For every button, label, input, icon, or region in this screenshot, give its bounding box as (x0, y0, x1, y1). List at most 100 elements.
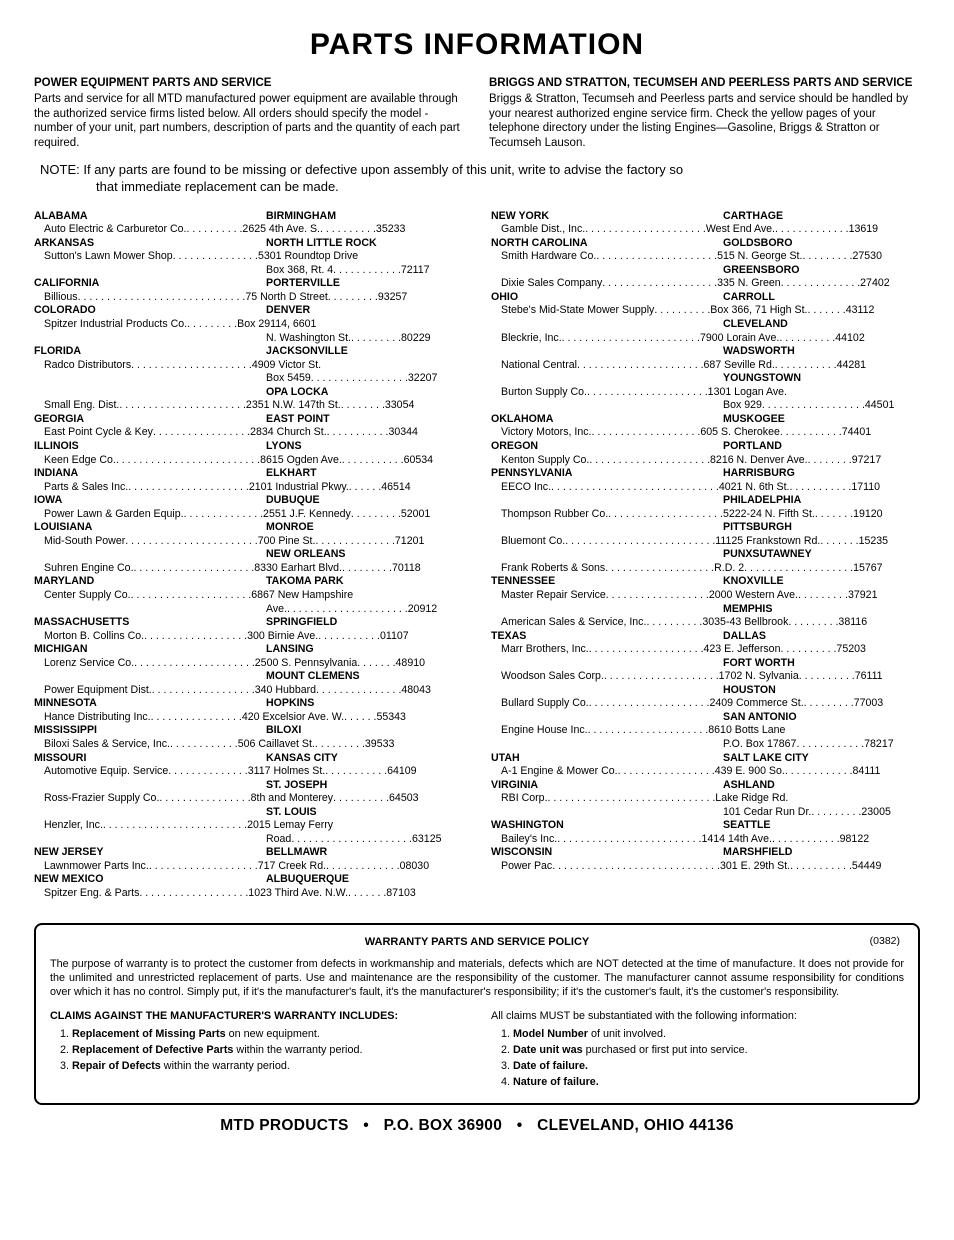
zip: 46514 (381, 481, 410, 495)
city-name: GREENSBORO (723, 264, 800, 278)
state-name: IOWA (34, 494, 266, 508)
company-address: 2500 S. Pennsylvania (255, 657, 357, 671)
company-row: Small Eng. Dist. . . . . . . . . . . . .… (34, 399, 463, 413)
company-name: Engine House Inc. (501, 724, 588, 738)
company-name: Mid-South Power (44, 535, 125, 549)
company-address: 335 N. Green (717, 277, 781, 291)
city-name: GOLDSBORO (723, 237, 792, 251)
city-row: FORT WORTH (491, 657, 920, 671)
state-row: OREGONPORTLAND (491, 440, 920, 454)
company-name: Biloxi Sales & Service, Inc. (44, 738, 170, 752)
company-row: Kenton Supply Co. . . . . . . . . . . . … (491, 454, 920, 468)
note: NOTE: If any parts are found to be missi… (34, 162, 920, 196)
state-name: WISCONSIN (491, 846, 723, 860)
claims-left-head: CLAIMS AGAINST THE MANUFACTURER'S WARRAN… (50, 1009, 463, 1023)
city-name: OPA LOCKA (266, 386, 328, 400)
state-row: CALIFORNIAPORTERVILLE (34, 277, 463, 291)
city-name: NORTH LITTLE ROCK (266, 237, 377, 251)
company-address: 2834 Church St. (250, 426, 327, 440)
company-address: 700 Pine St. (258, 535, 316, 549)
state-name: LOUISIANA (34, 521, 266, 535)
zip: 98122 (840, 833, 869, 847)
city-name: MEMPHIS (723, 603, 772, 617)
company-name: Spitzer Industrial Products Co. (44, 318, 187, 332)
continuation-row: N. Washington St. . . . . . . . . . 8022… (34, 332, 463, 346)
company-row: Bailey's Inc. . . . . . . . . . . . . . … (491, 833, 920, 847)
company-name: Bluemont Co. (501, 535, 565, 549)
state-name: MINNESOTA (34, 697, 266, 711)
zip: 44102 (835, 332, 864, 346)
city-name: FORT WORTH (723, 657, 795, 671)
company-row: East Point Cycle & Key . . . . . . . . .… (34, 426, 463, 440)
company-address: 6867 New Hampshire (251, 589, 353, 603)
company-address: 8216 N. Denver Ave. (710, 454, 808, 468)
city-name: WADSWORTH (723, 345, 795, 359)
company-address: 506 Caillavet St. (238, 738, 315, 752)
zip: 13619 (849, 223, 878, 237)
footer: MTD PRODUCTS • P.O. BOX 36900 • CLEVELAN… (34, 1117, 920, 1135)
zip: 75203 (836, 643, 865, 657)
company-name: Power Pac (501, 860, 552, 874)
state-row: ALABAMABIRMINGHAM (34, 210, 463, 224)
state-row: TENNESSEEKNOXVILLE (491, 575, 920, 589)
state-row: NEW MEXICOALBUQUERQUE (34, 873, 463, 887)
warranty-title: WARRANTY PARTS AND SERVICE POLICY (365, 935, 590, 949)
company-address: 2351 N.W. 147th St. (246, 399, 341, 413)
city-name: CARROLL (723, 291, 775, 305)
company-address: 7900 Lorain Ave. (700, 332, 779, 346)
company-row: Marr Brothers, Inc. . . . . . . . . . . … (491, 643, 920, 657)
company-name: Bleckrie, Inc. (501, 332, 562, 346)
company-row: Radco Distributors . . . . . . . . . . .… (34, 359, 463, 373)
note-label: NOTE: (40, 162, 80, 177)
city-row: YOUNGSTOWN (491, 372, 920, 386)
company-row: Burton Supply Co. . . . . . . . . . . . … (491, 386, 920, 400)
company-name: RBI Corp. (501, 792, 548, 806)
state-name: MISSOURI (34, 752, 266, 766)
state-row: VIRGINIAASHLAND (491, 779, 920, 793)
state-row: FLORIDAJACKSONVILLE (34, 345, 463, 359)
zip: 38116 (838, 616, 867, 630)
company-row: Spitzer Industrial Products Co. . . . . … (34, 318, 463, 332)
zip: 54449 (852, 860, 881, 874)
company-name: Victory Motors, Inc. (501, 426, 591, 440)
company-name: Radco Distributors (44, 359, 131, 373)
company-row: EECO Inc. . . . . . . . . . . . . . . . … (491, 481, 920, 495)
company-address: 8th and Monterey (251, 792, 333, 806)
zip: 64503 (389, 792, 418, 806)
company-row: Frank Roberts & Sons . . . . . . . . . .… (491, 562, 920, 576)
company-address: Ave. (266, 603, 287, 617)
zip: 48043 (401, 684, 430, 698)
bullet-icon: • (517, 1117, 523, 1134)
state-row: MISSISSIPPIBILOXI (34, 724, 463, 738)
zip: 87103 (386, 887, 415, 901)
state-row: MISSOURIKANSAS CITY (34, 752, 463, 766)
city-name: DALLAS (723, 630, 766, 644)
company-address: P.O. Box 17867 (723, 738, 796, 752)
zip: 72117 (401, 264, 430, 278)
company-row: Bluemont Co. . . . . . . . . . . . . . .… (491, 535, 920, 549)
company-address: 2101 Industrial Pkwy. (249, 481, 349, 495)
company-name: Gamble Dist., Inc. (501, 223, 585, 237)
company-row: Auto Electric & Carburetor Co. . . . . .… (34, 223, 463, 237)
city-name: SPRINGFIELD (266, 616, 337, 630)
state-row: WISCONSINMARSHFIELD (491, 846, 920, 860)
zip: 33054 (385, 399, 414, 413)
city-row: NEW ORLEANS (34, 548, 463, 562)
city-name: TAKOMA PARK (266, 575, 343, 589)
company-row: Power Lawn & Garden Equip. . . . . . . .… (34, 508, 463, 522)
company-row: Engine House Inc. . . . . . . . . . . . … (491, 724, 920, 738)
zip: 19120 (853, 508, 882, 522)
company-name: Automotive Equip. Service (44, 765, 168, 779)
company-address: 300 Birnie Ave. (247, 630, 318, 644)
city-name: MONROE (266, 521, 314, 535)
city-name: MOUNT CLEMENS (266, 670, 360, 684)
zip: 71201 (395, 535, 424, 549)
city-row: CLEVELAND (491, 318, 920, 332)
continuation-row: Ave. . . . . . . . . . . . . . . . . . .… (34, 603, 463, 617)
company-name: Ross-Frazier Supply Co. (44, 792, 159, 806)
company-address: 3117 Holmes St. (248, 765, 326, 779)
zip: 63125 (412, 833, 441, 847)
company-name: Suhren Engine Co. (44, 562, 134, 576)
zip: 52001 (401, 508, 430, 522)
company-name: Thompson Rubber Co. (501, 508, 608, 522)
